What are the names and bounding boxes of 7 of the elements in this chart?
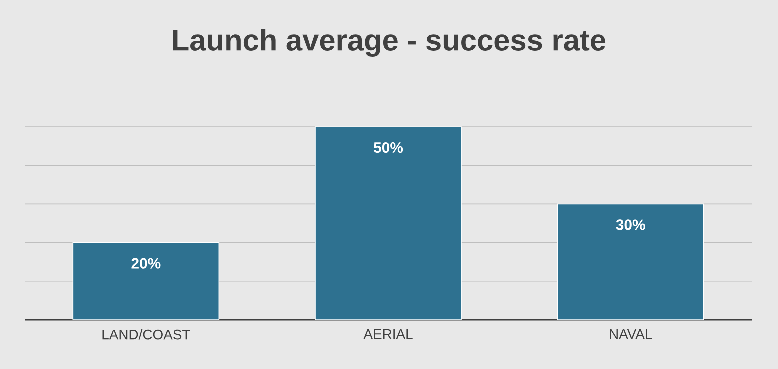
x-tick-label: AERIAL (364, 330, 413, 340)
x-tick-label: LAND/COAST (102, 329, 190, 340)
chart-title: Launch average - success rate (173, 29, 606, 57)
data-label: 30% (616, 220, 646, 230)
data-label: 50% (374, 142, 404, 154)
data-label: 20% (132, 258, 161, 269)
x-tick-label: NAVAL (610, 330, 652, 340)
